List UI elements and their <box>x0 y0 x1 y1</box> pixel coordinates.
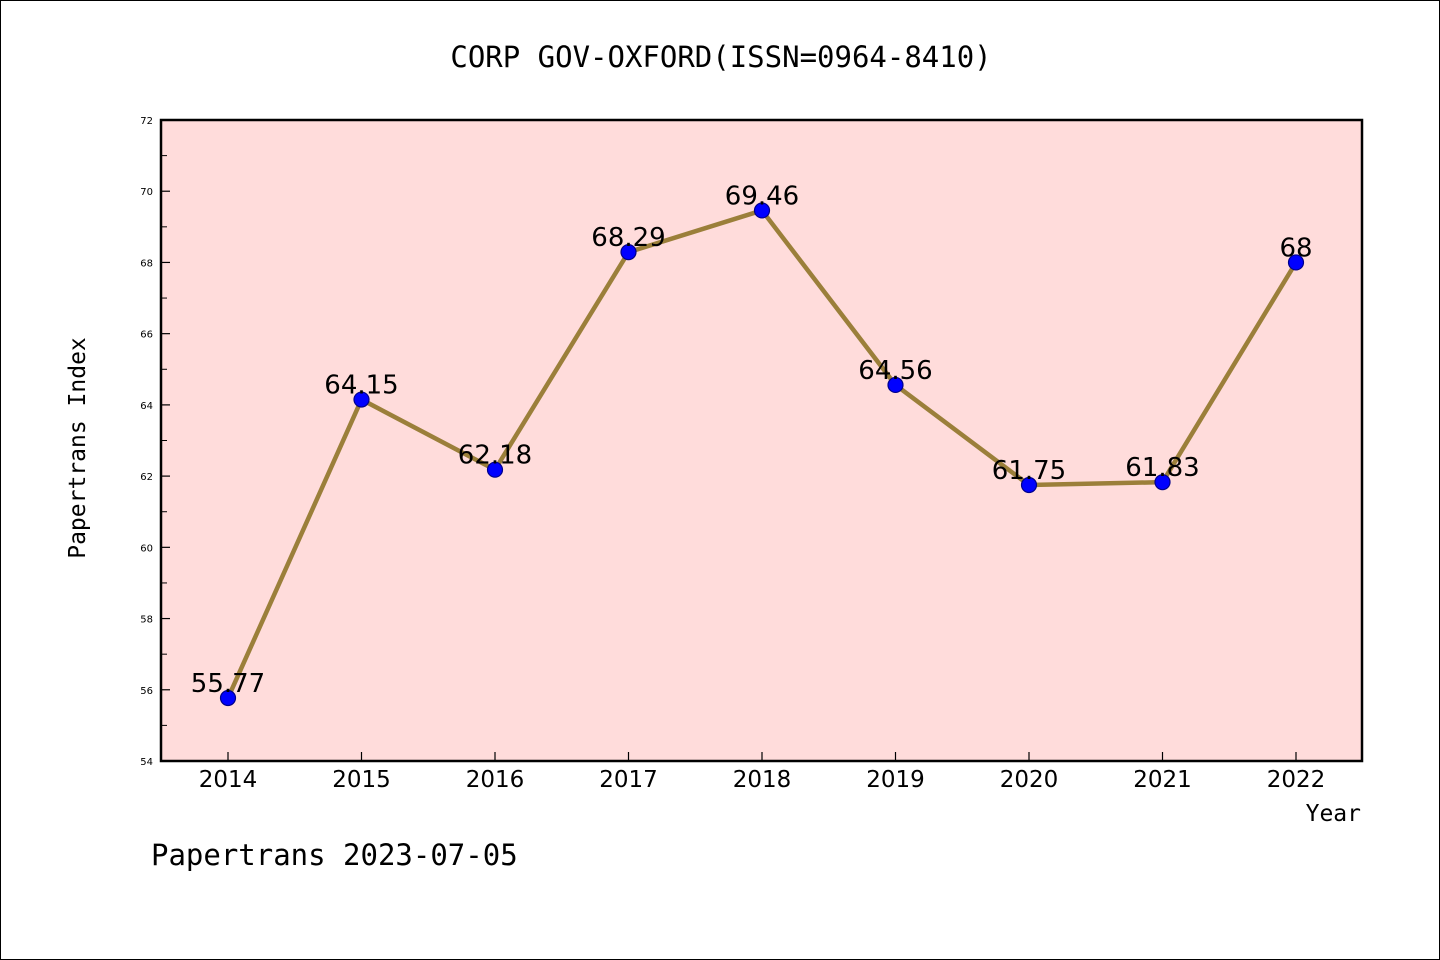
data-point <box>486 461 504 478</box>
y-tick-label: 64 <box>140 401 153 412</box>
x-axis: 2014 2015 2016 2017 2018 2019 2020 2021 2022 <box>199 752 1326 793</box>
y-tick-label: 58 <box>140 615 153 626</box>
plot-area <box>161 120 1362 761</box>
y-tick-label: 66 <box>140 330 153 341</box>
x-tick-label: 2021 <box>1133 767 1192 793</box>
data-label: 61.75 <box>992 456 1066 486</box>
x-tick-label: 2022 <box>1267 767 1326 793</box>
chart-title: CORP GOV-OXFORD(ISSN=0964-8410) <box>450 40 991 74</box>
x-tick-label: 2019 <box>866 767 925 793</box>
data-label: 61.83 <box>1125 453 1199 483</box>
x-tick-label: 2018 <box>733 767 792 793</box>
data-point <box>1020 476 1038 494</box>
data-point <box>1287 254 1305 271</box>
x-axis-label: Year <box>1306 801 1361 827</box>
series-layer <box>219 202 1305 707</box>
data-point <box>753 202 771 219</box>
y-tick-label: 70 <box>140 187 153 198</box>
footer-text: Papertrans 2023-07-05 <box>151 838 518 872</box>
data-label: 64.15 <box>324 371 398 401</box>
data-label: 64.56 <box>858 356 932 386</box>
y-tick-label: 68 <box>140 258 153 269</box>
data-point <box>353 391 370 408</box>
x-tick-label: 2020 <box>1000 767 1059 793</box>
x-tick-label: 2016 <box>466 767 525 793</box>
data-label: 62.18 <box>458 441 532 471</box>
x-tick-label: 2015 <box>332 767 391 793</box>
y-tick-label: 60 <box>140 543 153 554</box>
data-labels-layer: 55.77 64.15 62.18 68.29 69.46 64.56 61.75 61.83… <box>191 181 1313 699</box>
x-tick-label: 2017 <box>599 767 658 793</box>
data-label: 69.46 <box>725 181 799 211</box>
y-tick-label: 54 <box>140 757 153 768</box>
y-tick-label: 62 <box>140 472 153 483</box>
y-tick-label: 72 <box>140 116 153 127</box>
data-label: 55.77 <box>191 669 265 699</box>
y-axis-label: Papertrans Index <box>65 337 91 559</box>
y-tick-label: 56 <box>140 686 153 697</box>
x-tick-label: 2014 <box>199 767 258 793</box>
data-point <box>219 689 237 707</box>
data-label: 68.29 <box>591 223 665 253</box>
data-point <box>1154 474 1171 491</box>
data-point <box>620 244 637 261</box>
plot-frame <box>159 118 1364 763</box>
data-label: 68 <box>1279 233 1312 263</box>
data-point <box>887 376 904 394</box>
